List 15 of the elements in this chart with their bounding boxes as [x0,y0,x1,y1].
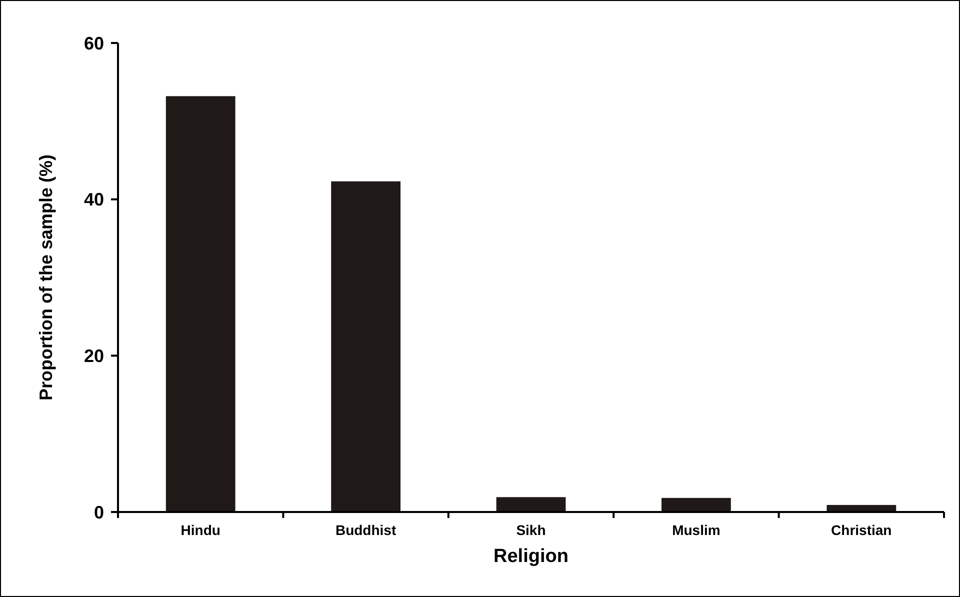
x-tick-label: Christian [831,522,892,538]
x-tick-label: Buddhist [335,522,396,538]
y-tick-label: 60 [84,33,104,54]
y-axis-title: Proportion of the sample (%) [36,154,56,401]
x-tick-label: Muslim [672,522,720,538]
y-tick-label: 40 [84,190,104,210]
y-tick-label: 20 [84,346,104,366]
bar [496,497,566,512]
bar [331,181,400,512]
y-tick-label: 0 [94,502,104,522]
bar [166,96,236,512]
x-tick-label: Sikh [516,522,546,538]
bar [662,498,731,512]
x-tick-label: Hindu [180,522,220,538]
x-axis-title: Religion [494,546,568,567]
